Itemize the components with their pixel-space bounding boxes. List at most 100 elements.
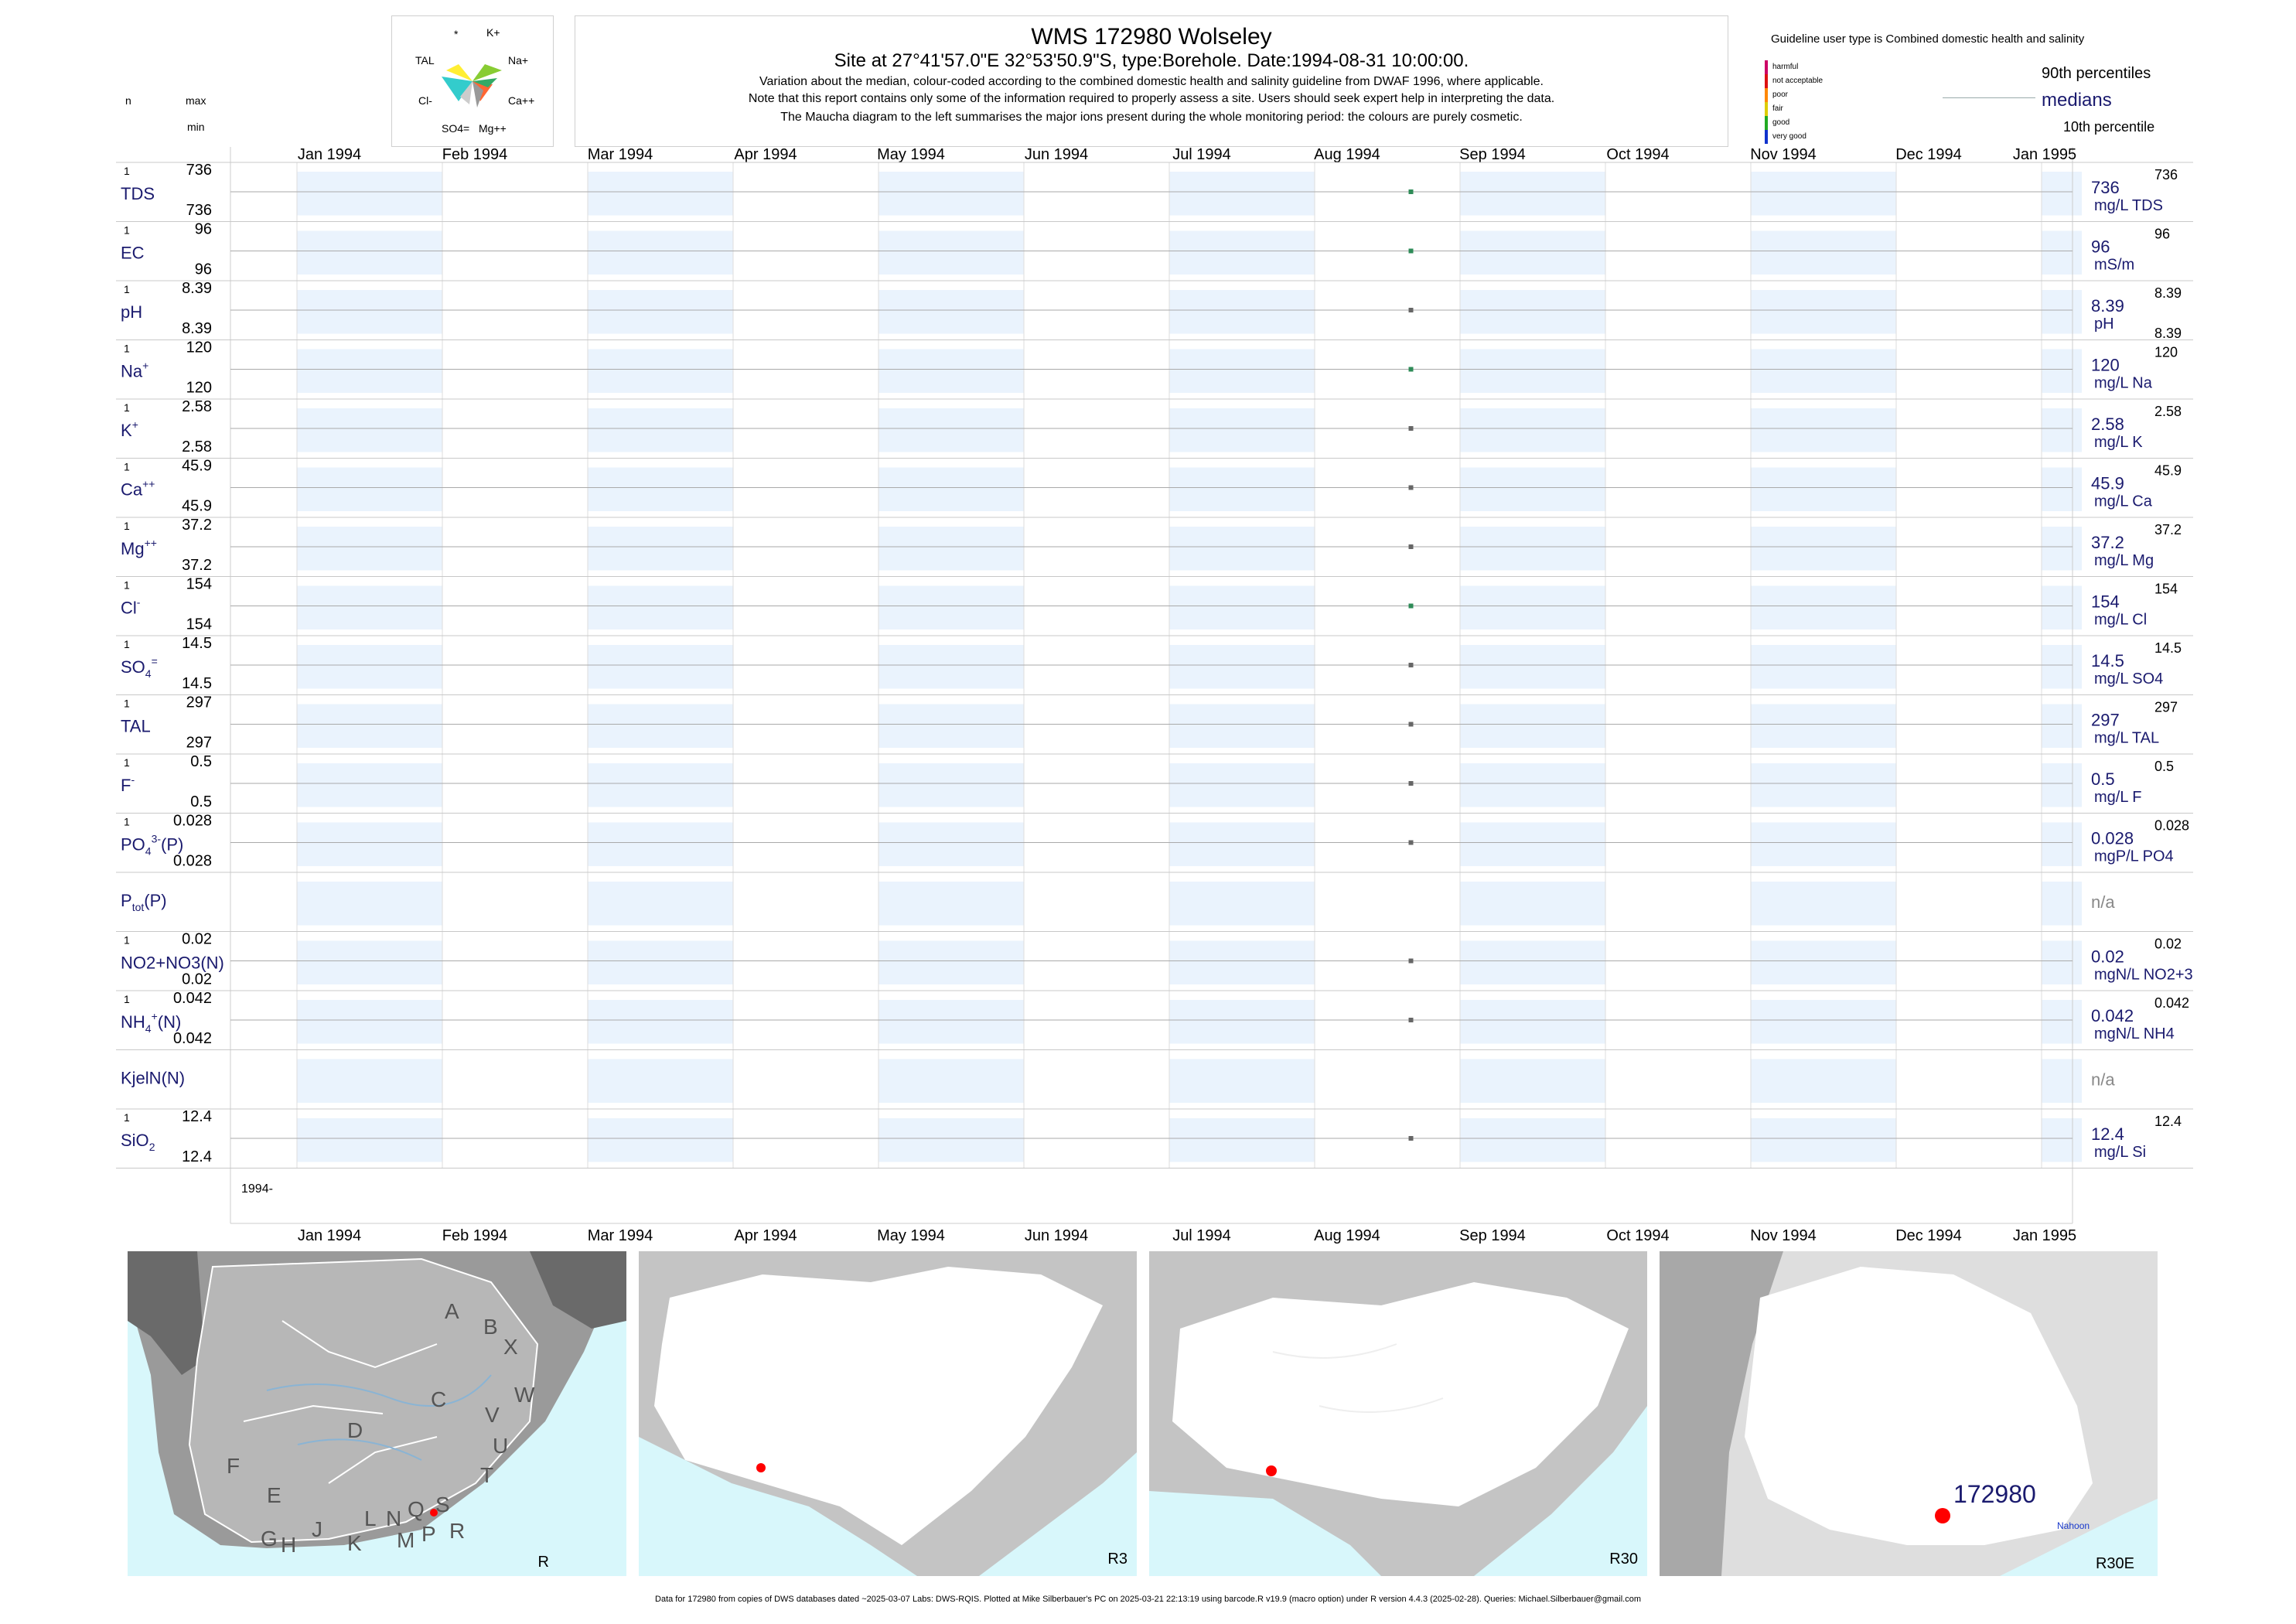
month-band xyxy=(588,172,733,216)
month-label-top: Jul 1994 xyxy=(1172,146,1231,163)
row-n: 1 xyxy=(124,520,130,532)
region-letter: X xyxy=(503,1335,518,1359)
map-r30e: 172980 Nahoon R30E xyxy=(1660,1251,2158,1576)
n-header: n xyxy=(125,94,131,107)
month-band xyxy=(588,1000,733,1044)
month-label-bottom: Jul 1994 xyxy=(1172,1227,1231,1244)
row-min: 37.2 xyxy=(182,557,212,574)
month-band xyxy=(297,645,442,689)
month-band xyxy=(878,585,1024,629)
month-band xyxy=(1751,585,1896,629)
p10-legend: 10th percentile xyxy=(2063,119,2155,135)
month-band xyxy=(878,527,1024,571)
month-band xyxy=(2042,527,2082,571)
month-band xyxy=(1460,585,1605,629)
right-median: 37.2 xyxy=(2091,533,2124,552)
month-label-bottom: Sep 1994 xyxy=(1459,1227,1526,1244)
right-p90: 0.028 xyxy=(2154,818,2189,834)
month-band xyxy=(588,763,733,807)
maucha-label: Na+ xyxy=(508,54,528,67)
sample-point xyxy=(1408,840,1414,845)
row-min: 2.58 xyxy=(182,438,212,455)
row-min: 120 xyxy=(186,380,212,397)
month-band xyxy=(297,585,442,629)
sample-point xyxy=(1408,485,1414,490)
region-letter: G xyxy=(261,1527,278,1551)
right-median: 14.5 xyxy=(2091,651,2124,670)
month-band xyxy=(2042,882,2082,926)
row-n: 1 xyxy=(124,1111,130,1124)
row-n: 1 xyxy=(124,461,130,473)
footer-note: Data for 172980 from copies of DWS datab… xyxy=(655,1595,1641,1604)
row-name: PO43-(P) xyxy=(121,833,183,858)
legend-color-bar xyxy=(1765,60,1768,74)
legend-color-bar xyxy=(1765,116,1768,130)
month-label-top: Jun 1994 xyxy=(1025,146,1088,163)
month-band xyxy=(297,172,442,216)
month-band xyxy=(878,704,1024,748)
month-band xyxy=(1169,882,1315,926)
map-label: R3 xyxy=(1107,1551,1128,1568)
map-r-svg xyxy=(128,1251,626,1576)
month-band xyxy=(588,1118,733,1162)
month-label-bottom: Mar 1994 xyxy=(588,1227,653,1244)
row-max: 0.5 xyxy=(190,753,212,770)
month-band xyxy=(1460,1118,1605,1162)
region-letter: S xyxy=(435,1493,450,1517)
month-band xyxy=(2042,408,2082,452)
month-band xyxy=(878,172,1024,216)
map-r30e-svg xyxy=(1660,1251,2158,1576)
row-name: K+ xyxy=(121,418,138,440)
row-name: F- xyxy=(121,773,135,795)
row-min: 297 xyxy=(186,735,212,752)
month-band xyxy=(588,585,733,629)
month-band xyxy=(297,467,442,511)
month-band xyxy=(588,704,733,748)
month-band xyxy=(588,230,733,275)
map-label: R xyxy=(537,1554,549,1571)
month-band xyxy=(1751,290,1896,334)
month-band xyxy=(1169,704,1315,748)
month-band xyxy=(297,704,442,748)
month-band xyxy=(1169,585,1315,629)
month-band xyxy=(1460,290,1605,334)
right-unit: mg/L Na xyxy=(2094,375,2153,392)
right-median: 96 xyxy=(2091,237,2110,257)
month-band xyxy=(878,408,1024,452)
sample-point xyxy=(1408,189,1414,194)
month-band xyxy=(297,1059,442,1103)
month-band xyxy=(2042,1000,2082,1044)
month-band xyxy=(588,822,733,866)
row-max: 0.02 xyxy=(182,931,212,948)
row-name: Na+ xyxy=(121,360,148,381)
month-band xyxy=(1169,1000,1315,1044)
row-n: 1 xyxy=(124,343,130,355)
month-band xyxy=(878,1000,1024,1044)
right-unit: mg/L Mg xyxy=(2094,552,2154,569)
month-band xyxy=(1169,763,1315,807)
month-band xyxy=(2042,763,2082,807)
month-band xyxy=(1460,940,1605,984)
medians-legend: medians xyxy=(2042,90,2112,111)
page-title: WMS 172980 Wolseley xyxy=(1031,24,1272,49)
map-label: R30 xyxy=(1609,1551,1638,1568)
region-letter: Q xyxy=(408,1497,425,1521)
month-band xyxy=(588,408,733,452)
month-label-bottom: Aug 1994 xyxy=(1314,1227,1380,1244)
month-band xyxy=(2042,1059,2082,1103)
row-max: 154 xyxy=(186,576,212,593)
guideline-legend: harmful not acceptable poor fair good very go… xyxy=(1765,60,1919,145)
right-unit: mS/m xyxy=(2094,257,2134,274)
row-max: 0.028 xyxy=(173,813,212,830)
month-band xyxy=(1751,704,1896,748)
month-band xyxy=(297,408,442,452)
right-p90: 8.39 xyxy=(2154,285,2182,301)
month-band xyxy=(878,645,1024,689)
row-max: 12.4 xyxy=(182,1108,212,1125)
right-unit: mg/L Si xyxy=(2094,1144,2146,1161)
right-median: 0.028 xyxy=(2091,829,2134,848)
legend-color-bar xyxy=(1765,74,1768,88)
right-unit: mg/L K xyxy=(2094,434,2143,451)
